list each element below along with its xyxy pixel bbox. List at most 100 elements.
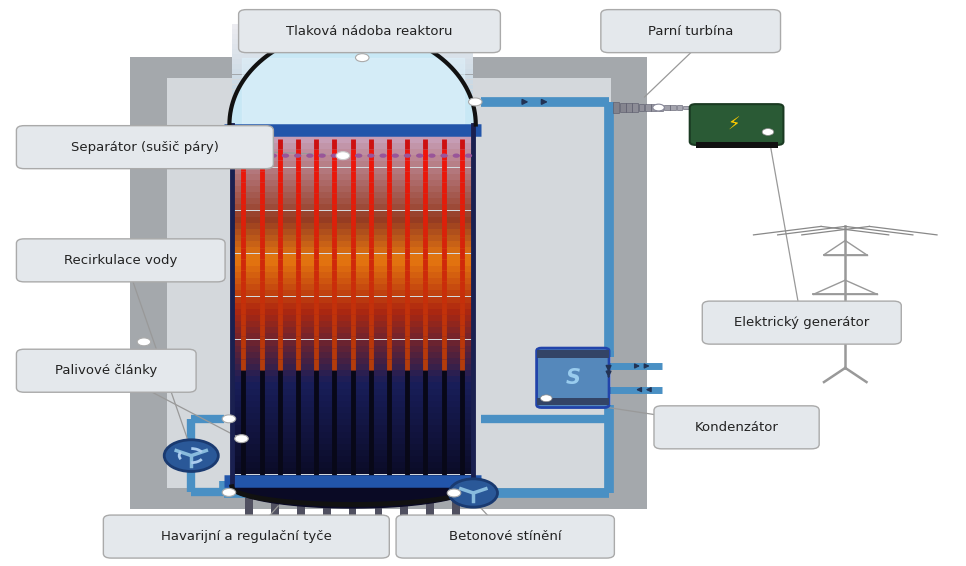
Bar [232, 315, 473, 321]
Bar [232, 84, 473, 89]
Bar [232, 137, 473, 143]
Bar [537, 398, 609, 405]
Bar [232, 198, 473, 204]
Circle shape [391, 153, 399, 158]
Circle shape [653, 104, 665, 111]
FancyBboxPatch shape [103, 515, 389, 558]
Bar [167, 78, 611, 488]
Bar [651, 104, 657, 111]
FancyBboxPatch shape [690, 104, 783, 145]
Bar [232, 70, 473, 74]
Bar [349, 487, 356, 535]
Text: Havarijní a regulační tyče: Havarijní a regulační tyče [161, 530, 331, 543]
Circle shape [330, 153, 338, 158]
Bar [232, 75, 473, 79]
Bar [232, 241, 473, 247]
Bar [232, 29, 473, 34]
Bar [232, 266, 473, 272]
Bar [232, 474, 473, 481]
Bar [645, 104, 651, 111]
Bar [232, 389, 473, 395]
Text: S: S [565, 368, 581, 388]
Circle shape [355, 153, 362, 158]
Circle shape [469, 98, 482, 106]
Bar [130, 57, 167, 509]
Bar [232, 125, 473, 131]
Bar [232, 444, 473, 450]
Bar [232, 110, 473, 114]
Text: Parní turbína: Parní turbína [648, 25, 733, 37]
Bar [232, 426, 473, 431]
Circle shape [343, 153, 350, 158]
Bar [232, 450, 473, 456]
Polygon shape [232, 29, 473, 125]
Circle shape [294, 153, 301, 158]
Bar [245, 487, 253, 535]
Bar [232, 352, 473, 358]
Bar [232, 432, 473, 438]
Circle shape [762, 128, 774, 135]
Bar [232, 297, 473, 303]
Bar [232, 321, 473, 327]
Bar [232, 115, 473, 119]
Bar [232, 168, 473, 174]
Text: Recirkulace vody: Recirkulace vody [64, 254, 178, 267]
Bar [232, 80, 473, 84]
Bar [676, 105, 682, 110]
Circle shape [235, 435, 248, 443]
FancyBboxPatch shape [537, 348, 610, 408]
Bar [130, 57, 647, 78]
Bar [664, 105, 669, 110]
Bar [232, 407, 473, 413]
Bar [232, 161, 473, 168]
Bar [232, 462, 473, 468]
Bar [232, 59, 473, 64]
Bar [232, 364, 473, 370]
Bar [232, 309, 473, 315]
Bar [232, 383, 473, 388]
Circle shape [336, 152, 350, 160]
Bar [232, 186, 473, 192]
Bar [232, 155, 473, 161]
Bar [683, 106, 689, 109]
Bar [232, 120, 473, 125]
Bar [232, 340, 473, 346]
Bar [232, 143, 473, 149]
Bar [232, 35, 473, 39]
Bar [232, 223, 473, 229]
Polygon shape [232, 487, 473, 508]
Bar [232, 284, 473, 290]
Circle shape [465, 153, 472, 158]
Bar [232, 278, 473, 284]
Bar [626, 103, 632, 112]
Bar [232, 100, 473, 104]
Bar [232, 401, 473, 407]
Text: Tlaková nádoba reaktoru: Tlaková nádoba reaktoru [286, 25, 453, 37]
Bar [232, 44, 473, 49]
Circle shape [222, 415, 236, 423]
Bar [232, 438, 473, 444]
FancyBboxPatch shape [16, 349, 196, 392]
Circle shape [245, 153, 252, 158]
Circle shape [270, 153, 277, 158]
Bar [639, 104, 644, 112]
Bar [611, 57, 647, 509]
Bar [375, 487, 383, 535]
Circle shape [404, 153, 412, 158]
Bar [323, 487, 330, 535]
Bar [232, 118, 473, 125]
Circle shape [541, 395, 553, 402]
Bar [232, 89, 473, 95]
FancyBboxPatch shape [654, 406, 819, 449]
Circle shape [428, 153, 436, 158]
Text: Betonové stínění: Betonové stínění [449, 530, 561, 543]
Bar [232, 346, 473, 351]
Bar [232, 456, 473, 462]
Bar [232, 290, 473, 297]
Text: Palivové články: Palivové články [55, 365, 157, 377]
FancyBboxPatch shape [702, 301, 901, 344]
FancyBboxPatch shape [239, 10, 500, 53]
Bar [232, 235, 473, 241]
Bar [232, 174, 473, 180]
Bar [232, 39, 473, 44]
